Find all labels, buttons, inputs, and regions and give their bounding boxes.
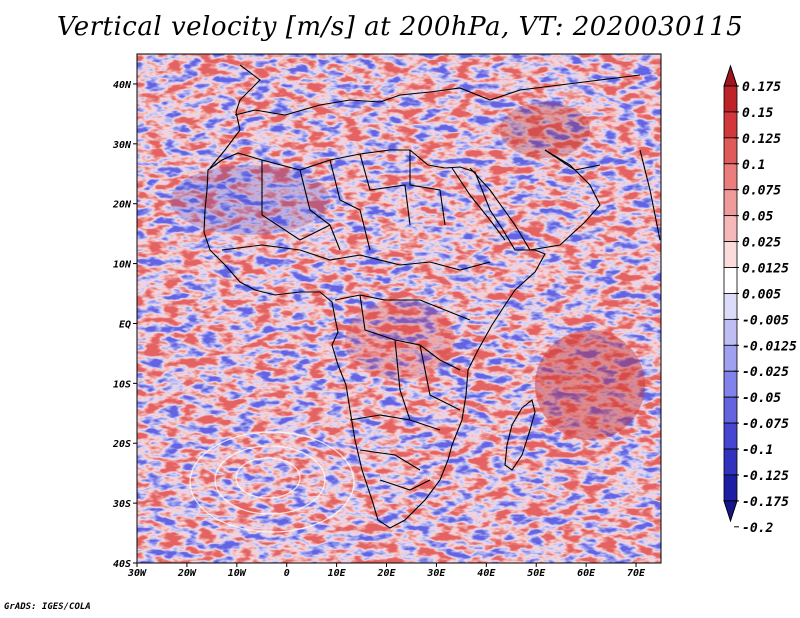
colorbar-top-arrow (723, 64, 738, 87)
africa-coastline (203, 149, 546, 529)
colorbar-swatch (723, 318, 738, 346)
colorbar-swatch (723, 344, 738, 372)
lat-label: 30N (112, 140, 132, 151)
colorbar-swatch (723, 396, 738, 424)
colorbar-label: -0.075 (742, 417, 789, 432)
colorbar-swatch (723, 293, 738, 320)
sahara-blue-area (170, 165, 330, 235)
colorbar-swatch (723, 189, 738, 217)
middle-east-red-area (500, 102, 590, 158)
southern-swirl (189, 431, 355, 533)
lat-label: 20S (112, 439, 131, 450)
lat-label: 30S (112, 499, 131, 510)
borders-west (261, 150, 446, 251)
colorbar-label: -0.125 (742, 469, 789, 484)
velocity-field (137, 54, 661, 563)
lon-label: 30W (127, 568, 147, 579)
colorbar-label: -0.005 (742, 313, 789, 328)
colorbar-label: -0.025 (742, 365, 789, 380)
borders-south (349, 414, 441, 491)
colorbar-label: 0.1 (742, 158, 765, 173)
madagascar-coastline (504, 399, 536, 471)
colorbar-swatch (723, 422, 738, 450)
colorbar-swatch (723, 241, 738, 268)
colorbar-label: 0.125 (742, 132, 781, 147)
lon-label: 50E (527, 568, 546, 579)
colorbar-swatch (723, 111, 738, 139)
lat-label: EQ (119, 319, 131, 330)
lat-label: 10N (113, 260, 132, 271)
coastlines-and-borders (203, 64, 661, 529)
central-africa-red-area (345, 300, 455, 380)
colorbar-label: -0.0125 (742, 339, 797, 354)
map-frame (136, 53, 662, 564)
chart-title: Vertical velocity [m/s] at 200hPa, VT: 2… (56, 12, 744, 42)
colorbar-label: -0.175 (742, 495, 789, 510)
cyclone-red-core (535, 330, 645, 440)
lat-label: 10S (113, 379, 131, 390)
colorbar-label: 0.005 (742, 287, 781, 302)
lon-label: 40E (477, 568, 496, 579)
lon-label: 10W (228, 568, 247, 579)
colorbar-label: 0.0125 (742, 262, 789, 277)
grads-credit: GrADS: IGES/COLA (4, 602, 91, 612)
colorbar-swatch (723, 267, 738, 294)
lat-label: 40N (113, 80, 132, 91)
colorbar-swatch (723, 215, 738, 242)
colorbar-label: -0.1 (742, 443, 773, 458)
lon-label: 10E (328, 568, 347, 579)
lon-label: 70E (627, 568, 646, 579)
colorbar-label: 0.075 (742, 184, 781, 199)
red-sea-coast (451, 167, 506, 241)
gulf-coast (544, 149, 601, 171)
mediterranean-north-coast (234, 74, 641, 116)
colorbar-bottom-arrow (723, 500, 738, 523)
borders-central (334, 294, 471, 421)
colorbar-label: 0.175 (742, 80, 781, 95)
lon-label: 20E (376, 568, 396, 579)
colorbar-swatch (723, 474, 738, 502)
lon-label: 0 (284, 568, 290, 579)
northwest-africa-coast (209, 111, 241, 169)
colorbar-label: 0.15 (742, 106, 773, 121)
colorbar-label: 0.05 (742, 210, 773, 225)
colorbar: 0.175 0.15 0.125 0.1 0.075 0.05 0.025 0.0125 0.0… (723, 64, 797, 536)
colorbar-label: 0.025 (742, 236, 781, 251)
colorbar-swatch (723, 448, 738, 476)
colorbar-label: -0.05 (742, 391, 781, 406)
borders-sahel (221, 244, 491, 271)
india-coast (639, 149, 661, 241)
colorbar-swatch (723, 85, 738, 113)
lat-label: 20N (112, 200, 132, 211)
colorbar-swatch (723, 137, 738, 165)
colorbar-label: -0.2 (742, 521, 773, 536)
europe-coast (235, 64, 261, 113)
lon-label: 20W (177, 568, 197, 579)
colorbar-swatch (723, 370, 738, 398)
colorbar-swatch (723, 163, 738, 191)
arabia-coastline (469, 149, 601, 251)
lat-label: 40S (113, 559, 131, 570)
lon-label: 30E (426, 568, 446, 579)
lon-label: 60E (577, 568, 596, 579)
